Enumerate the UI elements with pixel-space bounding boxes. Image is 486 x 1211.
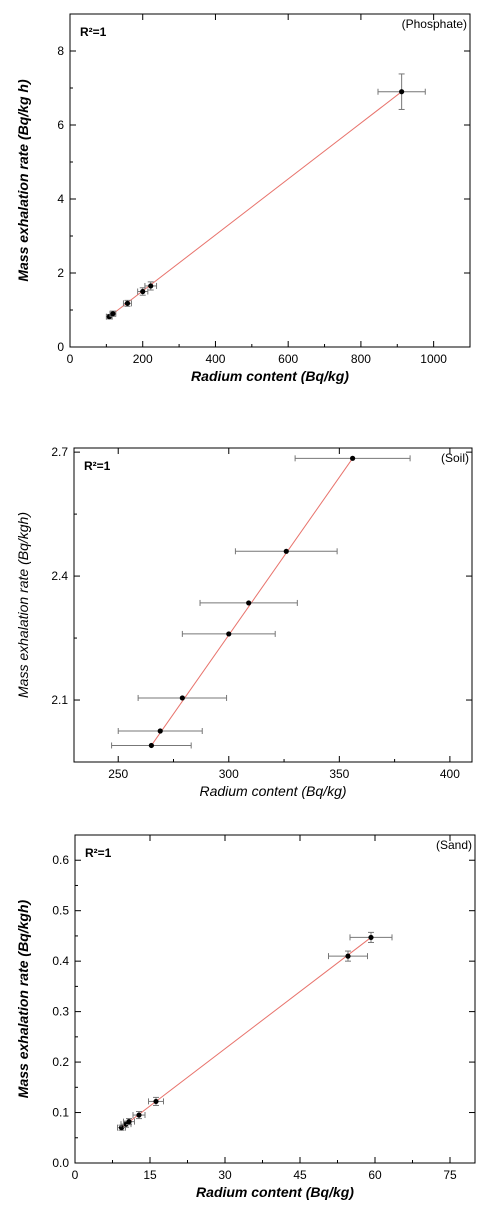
fit-line (121, 937, 372, 1129)
chart-panel-1: 0 200 400 600 800 1000 0 2 4 6 8 (Phosphate) R²=1 Rad… (15, 13, 471, 384)
x-tick-label: 350 (329, 767, 349, 781)
point-marker (179, 695, 185, 701)
point-marker (106, 314, 112, 320)
data-point (122, 299, 132, 307)
x-tick-label: 0 (67, 352, 74, 366)
data-point (109, 310, 117, 317)
data-point (117, 728, 203, 735)
y-axis-title: Mass exhalation rate (Bq/kg h) (15, 79, 31, 282)
point-marker (136, 1112, 142, 1118)
y-tick-label: 0.0 (52, 1156, 69, 1170)
plot-frame (69, 13, 471, 348)
x-tick-label: 400 (205, 352, 225, 366)
point-marker (399, 89, 405, 95)
r-squared-label: R²=1 (84, 459, 111, 473)
data-point (294, 455, 411, 462)
y-tick-label: 8 (57, 44, 64, 58)
y-tick-label: 2 (57, 266, 64, 280)
r-squared-label: R²=1 (80, 25, 107, 39)
y-tick-label: 0.3 (52, 1005, 69, 1019)
y-tick-label: 0.2 (52, 1055, 69, 1069)
data-point (137, 694, 228, 701)
plot-frame (73, 447, 473, 763)
x-tick-label: 200 (133, 352, 153, 366)
point-marker (368, 934, 374, 941)
x-axis-title: Radium content (Bq/kg) (196, 1184, 354, 1200)
point-marker (157, 728, 163, 734)
x-axis-title: Radium content (Bq/kg) (199, 783, 346, 799)
point-marker (124, 300, 131, 306)
y-tick-label: 0 (57, 340, 64, 354)
chart-panel-3: 0 15 30 45 60 75 0.0 0.1 0.2 0.3 0.4 0.5 0.6 (Sand) R²… (15, 834, 476, 1200)
y-tick-label: 0.4 (52, 954, 69, 968)
data-point (349, 931, 393, 943)
x-tick-label: 75 (443, 1168, 457, 1182)
data-point (132, 1111, 146, 1120)
point-marker (140, 288, 146, 295)
y-tick-label: 2.7 (51, 445, 68, 459)
x-tick-label: 400 (440, 767, 460, 781)
x-tick-label: 60 (368, 1168, 382, 1182)
y-tick-label: 0.1 (52, 1106, 69, 1120)
x-tick-label: 0 (72, 1168, 79, 1182)
x-tick-label: 300 (219, 767, 239, 781)
data-point (123, 1118, 135, 1126)
x-tick-label: 45 (293, 1168, 307, 1182)
y-tick-label: 6 (57, 118, 64, 132)
point-marker (350, 455, 356, 461)
x-tick-label: 15 (143, 1168, 157, 1182)
panel-label: (Sand) (436, 838, 472, 852)
y-tick-label: 4 (57, 192, 64, 206)
y-axis-title: Mass exhalation rate (Bq/kgh) (15, 899, 31, 1098)
data-point (377, 73, 426, 110)
data-point (234, 548, 338, 555)
data-point (199, 599, 298, 606)
point-marker (148, 283, 154, 289)
data-point (144, 281, 158, 291)
plot-frame (74, 834, 476, 1164)
data-point (328, 950, 368, 962)
data-point (148, 1096, 164, 1106)
x-tick-label: 600 (278, 352, 298, 366)
x-tick-label: 800 (351, 352, 371, 366)
point-marker (226, 631, 232, 637)
point-marker (126, 1119, 132, 1125)
x-tick-label: 1000 (420, 352, 447, 366)
point-marker (283, 548, 289, 554)
x-tick-label: 30 (218, 1168, 232, 1182)
point-marker (345, 953, 351, 959)
point-marker (148, 742, 154, 749)
point-marker (246, 600, 252, 606)
fit-line (150, 458, 354, 746)
y-tick-label: 0.5 (52, 904, 69, 918)
point-marker (110, 311, 116, 317)
y-tick-label: 2.4 (51, 569, 68, 583)
y-tick-label: 2.1 (51, 693, 68, 707)
chart-panel-2: 250 300 350 400 2.1 2.4 2.7 (Soil) R²=1 Radium co… (15, 445, 473, 799)
panel-label: (Soil) (441, 451, 469, 465)
data-point (111, 742, 192, 749)
y-tick-label: 0.6 (52, 853, 69, 867)
x-axis-title: Radium content (Bq/kg) (191, 368, 349, 384)
r-squared-label: R²=1 (85, 846, 112, 860)
x-tick-label: 250 (108, 767, 128, 781)
fit-line (108, 91, 402, 318)
point-marker (153, 1098, 159, 1105)
point-marker (118, 1125, 125, 1131)
data-point (181, 630, 276, 637)
y-axis-title: Mass exhalation rate (Bq/kgh) (15, 512, 31, 698)
panel-label: (Phosphate) (402, 17, 467, 31)
